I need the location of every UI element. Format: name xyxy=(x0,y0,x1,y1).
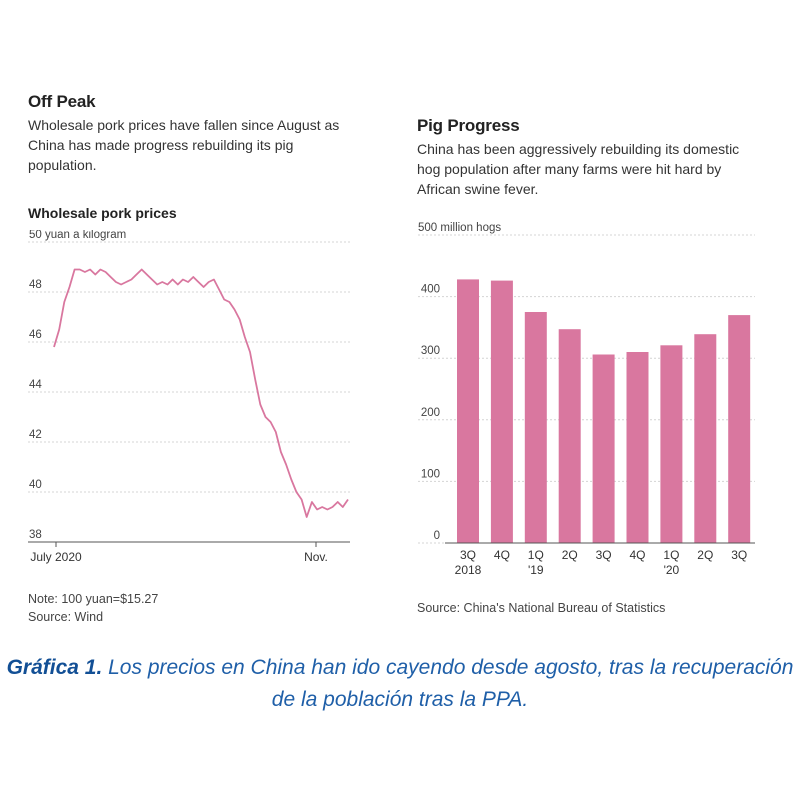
y-tick-label: 44 xyxy=(29,379,42,391)
y-tick-label: 46 xyxy=(29,329,42,341)
exchange-note: Note: 100 yuan=$15.27 xyxy=(28,592,159,606)
y-tick-label: 48 xyxy=(29,279,42,291)
x-tick-label: 2Q xyxy=(562,548,578,562)
pig-progress-title: Pig Progress xyxy=(417,116,520,135)
x-tick-label: 1Q xyxy=(663,548,679,562)
pig-progress-panel: Pig Progress China has been aggressively… xyxy=(417,116,762,199)
caption-lead: Gráfica 1. xyxy=(6,656,103,679)
x-tick-label: 3Q xyxy=(596,548,612,562)
off-peak-subtitle: Wholesale pork prices have fallen since … xyxy=(28,117,340,173)
x-tick-label: 3Q xyxy=(731,548,747,562)
bar xyxy=(694,334,717,543)
right-source: Source: China's National Bureau of Stati… xyxy=(417,601,666,615)
off-peak-panel: Off Peak Wholesale pork prices have fall… xyxy=(28,92,358,175)
caption-text: Los precios en China han ido cayendo des… xyxy=(102,656,794,711)
x-tick-sublabel: '20 xyxy=(664,563,680,577)
x-tick-label: 4Q xyxy=(629,548,645,562)
pig-progress-subtitle: China has been aggressively rebuilding i… xyxy=(417,141,740,197)
bar xyxy=(592,354,615,543)
x-tick-sublabel: 2018 xyxy=(455,563,482,577)
x-tick-label: 3Q xyxy=(460,548,476,562)
unit-label: 50 yuan a kilogram xyxy=(29,230,126,241)
x-tick-sublabel: '19 xyxy=(528,563,544,577)
bar xyxy=(728,315,751,543)
y-tick-label: 42 xyxy=(29,429,42,441)
y-tick-label: 400 xyxy=(421,284,440,296)
y-tick-label: 100 xyxy=(421,468,440,480)
x-tick-label: 4Q xyxy=(494,548,510,562)
bar xyxy=(660,345,683,543)
pork-price-line-chart: 50 yuan a kilogram 48 46 44 42 40 38 July 2020 N… xyxy=(28,230,350,564)
y-tick-label: 40 xyxy=(29,479,42,491)
left-footnote: Note: 100 yuan=$15.27 Source: Wind xyxy=(28,590,158,626)
x-tick-label: 2Q xyxy=(697,548,713,562)
bar xyxy=(490,280,513,543)
pork-price-line xyxy=(53,268,349,518)
figure-caption: Gráfica 1. Los precios en China han ido … xyxy=(0,652,800,716)
x-tick-label: July 2020 xyxy=(30,550,82,564)
x-tick-label: 1Q xyxy=(528,548,544,562)
bar xyxy=(524,312,547,543)
y-tick-label: 0 xyxy=(434,530,440,542)
y-tick-label: 38 xyxy=(29,529,42,541)
y-tick-label: 300 xyxy=(421,345,440,357)
y-tick-label: 200 xyxy=(421,407,440,419)
left-source: Source: Wind xyxy=(28,610,104,624)
bar xyxy=(457,279,479,543)
bar xyxy=(626,352,649,543)
unit-label: 500 million hogs xyxy=(418,222,501,234)
off-peak-title: Off Peak xyxy=(28,92,96,111)
bar xyxy=(558,329,581,543)
pork-price-chart-heading: Wholesale pork prices xyxy=(28,205,177,221)
x-tick-label: Nov. xyxy=(304,550,328,564)
